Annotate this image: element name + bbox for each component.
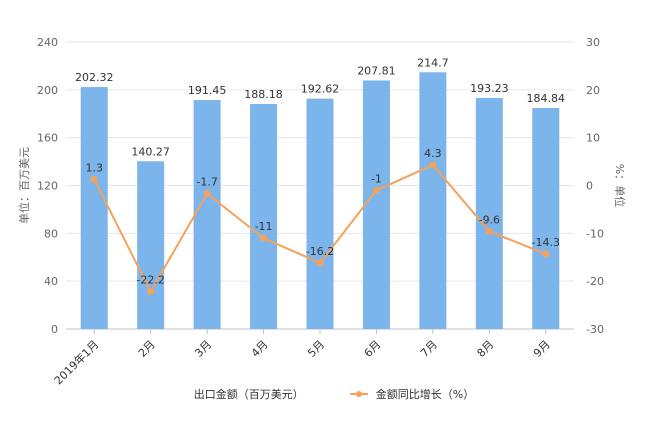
- x-tick-label: 9月: [531, 338, 553, 360]
- bar: [362, 80, 390, 330]
- bar: [137, 161, 165, 329]
- x-tick-label: 6月: [362, 338, 384, 360]
- y-axis-title-left: 单位：百万美元: [17, 147, 31, 224]
- y-tick-label-left: 0: [51, 323, 58, 336]
- y-tick-label-right: 20: [586, 84, 600, 97]
- legend-bar-label: 出口金额（百万美元）: [193, 388, 304, 401]
- line-point: [429, 161, 437, 169]
- y-axis-title-right: %：单位: [613, 164, 627, 207]
- bar: [419, 72, 447, 330]
- y-tick-label-right: 30: [586, 36, 600, 49]
- y-tick-label-left: 200: [37, 84, 58, 97]
- legend-line-swatch: [349, 389, 368, 399]
- line-data-label: -9.6: [479, 213, 500, 226]
- line-point: [372, 186, 380, 194]
- y-tick-label-right: 10: [586, 132, 600, 145]
- legend: 出口金额（百万美元） 金额同比增长（%）: [0, 386, 650, 402]
- line-point: [90, 175, 98, 183]
- y-tick-label-left: 80: [44, 227, 58, 240]
- bar: [250, 103, 278, 330]
- y-tick-label-left: 40: [44, 275, 58, 288]
- bar-data-label: 207.81: [357, 64, 396, 77]
- line-data-label: 1.3: [85, 161, 103, 174]
- bar-data-label: 140.27: [131, 145, 170, 158]
- bar: [532, 107, 560, 330]
- y-tick-label-right: -10: [586, 227, 604, 240]
- line-point: [260, 234, 268, 242]
- line-data-label: 4.3: [424, 147, 442, 160]
- line-point: [147, 288, 155, 296]
- bar-data-label: 202.32: [75, 71, 114, 84]
- line-data-label: -1.7: [196, 176, 217, 189]
- bar: [193, 100, 221, 329]
- x-tick-label: 2019年1月: [51, 337, 101, 387]
- x-tick-label: 8月: [475, 338, 497, 360]
- y-tick-label-right: -20: [586, 275, 604, 288]
- x-tick-label: 5月: [305, 338, 327, 360]
- x-tick-label: 4月: [249, 338, 271, 360]
- y-tick-label-left: 240: [37, 36, 58, 49]
- bar: [475, 97, 503, 329]
- bar-data-label: 193.23: [470, 82, 509, 95]
- bar-data-label: 191.45: [188, 84, 227, 97]
- line-point: [203, 190, 211, 198]
- y-tick-label-right: -30: [586, 323, 604, 336]
- bar-data-label: 192.62: [301, 83, 340, 96]
- bar-data-label: 188.18: [244, 88, 283, 101]
- x-tick-label: 2月: [136, 338, 158, 360]
- bar-data-label: 214.7: [417, 56, 449, 69]
- line-data-label: -14.3: [532, 236, 560, 249]
- line-data-label: -22.2: [136, 274, 164, 287]
- legend-line-label: 金额同比增长（%）: [375, 388, 475, 401]
- line-point: [316, 259, 324, 267]
- x-tick-label: 3月: [192, 338, 214, 360]
- line-point: [542, 250, 550, 258]
- bar: [80, 87, 108, 330]
- line-data-label: -11: [255, 220, 273, 233]
- legend-item-bar[interactable]: 出口金额（百万美元）: [176, 386, 304, 402]
- legend-item-line[interactable]: 金额同比增长（%）: [349, 386, 475, 402]
- y-tick-label-left: 160: [37, 132, 58, 145]
- legend-bar-swatch: [176, 389, 186, 399]
- line-data-label: -16.2: [306, 245, 334, 258]
- bar: [306, 98, 334, 329]
- y-tick-label-right: 0: [586, 180, 593, 193]
- x-tick-label: 7月: [418, 338, 440, 360]
- line-data-label: -1: [371, 172, 382, 185]
- y-tick-label-left: 120: [37, 180, 58, 193]
- bar-data-label: 184.84: [527, 92, 566, 105]
- line-point: [485, 227, 493, 235]
